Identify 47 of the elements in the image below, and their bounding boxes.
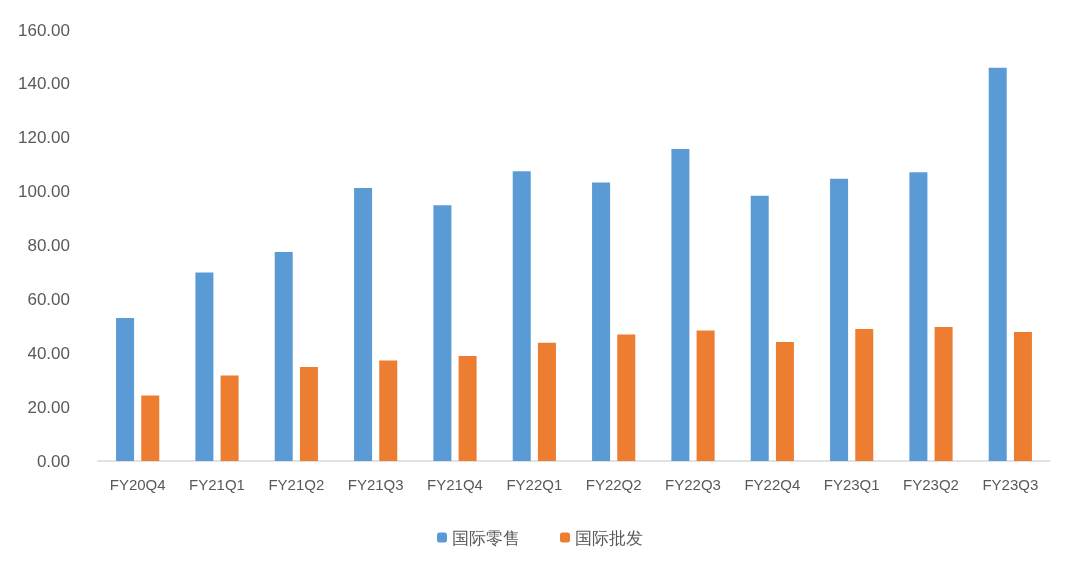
bar [775, 341, 794, 461]
bar [909, 172, 928, 461]
x-tick-label: FY20Q4 [109, 476, 166, 493]
bar [116, 317, 135, 461]
bar [934, 327, 953, 461]
y-tick-label: 120.00 [18, 128, 70, 148]
x-tick-label: FY21Q2 [268, 476, 325, 493]
y-tick-label: 60.00 [27, 289, 70, 309]
x-tick-label: FY23Q2 [903, 476, 959, 493]
bar [220, 375, 239, 461]
x-tick-label: FY21Q4 [427, 476, 483, 493]
y-tick-label: 100.00 [18, 182, 70, 202]
bar [617, 334, 636, 461]
bar [592, 182, 611, 461]
bar [274, 251, 293, 461]
bar [512, 171, 531, 461]
bar [988, 67, 1007, 461]
bar [379, 360, 398, 461]
x-tick-label: FY21Q3 [347, 476, 404, 493]
y-tick-label: 80.00 [27, 236, 70, 255]
bar [537, 342, 556, 461]
x-tick-label: FY22Q1 [506, 476, 563, 493]
x-tick-label: FY22Q4 [744, 476, 801, 493]
bar [458, 355, 477, 461]
bar [696, 330, 715, 461]
y-tick-label: 40.00 [27, 343, 70, 363]
bar [433, 205, 452, 461]
bar [855, 329, 874, 461]
x-tick-label: FY22Q3 [665, 476, 721, 493]
y-tick-label: 140.00 [18, 74, 70, 94]
x-tick-label: FY23Q1 [823, 476, 880, 493]
bar [1013, 331, 1032, 461]
y-tick-label: 0.00 [36, 451, 70, 471]
x-tick-label: FY22Q2 [585, 476, 642, 493]
bar [750, 195, 769, 461]
bar [141, 395, 160, 461]
bar [299, 366, 318, 461]
legend-label: 国际零售 [452, 527, 520, 548]
legend-label: 国际批发 [575, 527, 643, 548]
bar [830, 178, 849, 461]
y-tick-label: 160.00 [18, 20, 70, 40]
bar [671, 149, 690, 461]
x-tick-label: FY23Q3 [982, 476, 1039, 493]
y-tick-label: 20.00 [27, 397, 70, 417]
x-tick-label: FY21Q1 [189, 476, 245, 493]
bar [195, 272, 214, 461]
bar [354, 188, 373, 461]
